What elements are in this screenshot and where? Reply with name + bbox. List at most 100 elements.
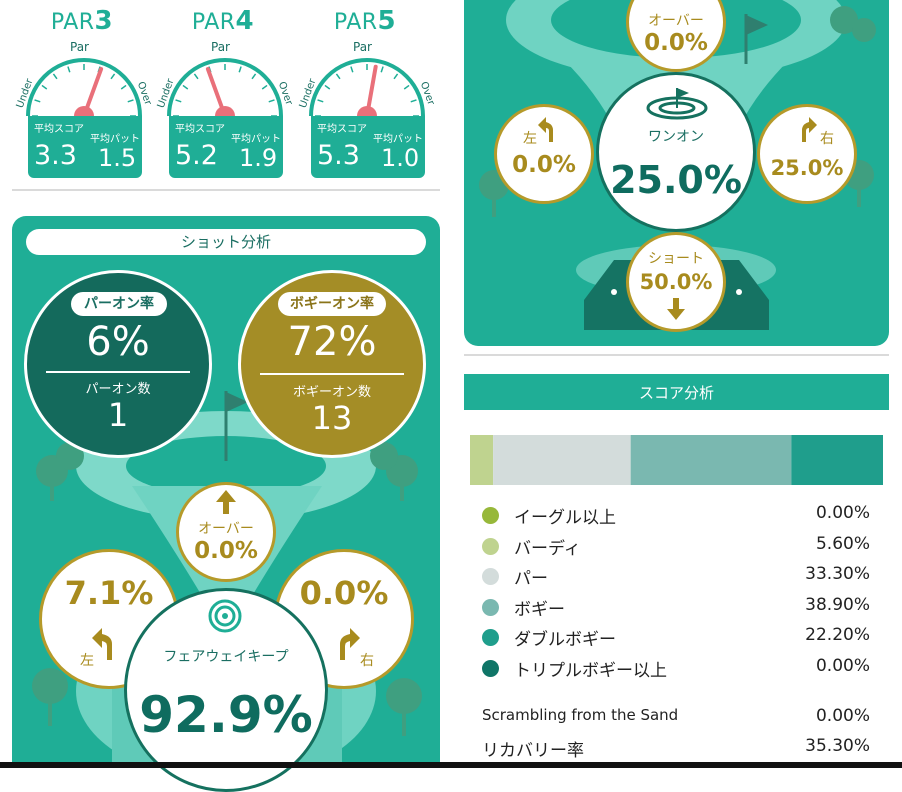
sand-value: 0.00% xyxy=(815,706,870,726)
legend-row: イーグル以上 0.00% xyxy=(480,503,870,531)
arrow-down-icon xyxy=(667,298,685,320)
par-on-count-label: パーオン数 xyxy=(85,382,151,397)
green-left-value: 0.0% xyxy=(512,152,576,178)
avg-score-label: 平均スコア xyxy=(317,124,367,135)
legend-value: 38.90% xyxy=(805,594,870,615)
recovery-label: リカバリー率 xyxy=(482,741,584,761)
legend-row: ダブルボギー 22.20% xyxy=(480,625,870,653)
green-analysis-panel: オーバー 0.0% 左 0.0% 右 25.0% ワンオン 25.0% ショート… xyxy=(464,0,889,346)
sand-label: Scrambling from the Sand xyxy=(482,706,679,724)
arrow-left-curve-icon xyxy=(92,628,112,660)
avg-score-value: 3.3 xyxy=(34,140,77,171)
legend-value: 0.00% xyxy=(815,655,870,676)
one-on-circle xyxy=(596,72,756,232)
avg-score-label: 平均スコア xyxy=(175,124,225,135)
divider xyxy=(464,354,889,356)
avg-putt-value: 1.0 xyxy=(381,144,420,172)
legend-dot-icon xyxy=(482,507,499,524)
fairway-keep-value: 92.9% xyxy=(139,686,313,744)
fairway-left-label: 左 xyxy=(80,653,94,669)
legend-value: 33.30% xyxy=(805,564,870,584)
green-left-label: 左 xyxy=(523,131,537,147)
legend-label: ダブルボギー xyxy=(514,630,616,650)
score-analysis-header xyxy=(464,374,889,410)
avg-putt-label: 平均パット xyxy=(373,134,423,145)
gauge-par-label: Par xyxy=(211,40,230,54)
green-right-label: 右 xyxy=(820,131,834,147)
legend-dot-icon xyxy=(482,629,499,646)
legend-row: パー 33.30% xyxy=(480,564,870,592)
legend-row: バーディ 5.60% xyxy=(480,534,870,562)
score-bar-segment xyxy=(493,435,631,485)
legend-row: ボギー 38.90% xyxy=(480,595,870,623)
score-bar-segment xyxy=(791,435,883,485)
avg-putt-label: 平均パット xyxy=(90,134,140,145)
green-short-label: ショート xyxy=(648,251,704,267)
bogey-on-count: 13 xyxy=(311,399,353,437)
avg-putt-label: 平均パット xyxy=(231,134,281,145)
legend-label: バーディ xyxy=(514,538,581,559)
par3-gauge: PAR3 Par Under Over 平均スコア 平均パット 3.3 1.5 xyxy=(15,0,153,180)
legend-dot-icon xyxy=(482,659,499,677)
fairway-right-value: 0.0% xyxy=(299,574,389,612)
gauge-dial-icon xyxy=(309,58,425,120)
legend-label: トリプルボギー以上 xyxy=(514,660,667,681)
target-icon xyxy=(208,599,242,633)
legend-row: トリプルボギー以上 0.00% xyxy=(480,656,870,684)
arrow-right-curve-icon xyxy=(802,117,817,142)
score-analysis-title: スコア分析 xyxy=(638,384,714,402)
gauge-par-label: Par xyxy=(353,40,372,54)
par-title: PAR3 xyxy=(50,6,114,36)
legend-dot-icon xyxy=(482,568,499,585)
avg-score-value: 5.2 xyxy=(175,140,218,171)
fairway-left-value: 7.1% xyxy=(64,574,154,612)
bogey-on-rate: 72% xyxy=(287,319,377,365)
avg-score-label: 平均スコア xyxy=(34,124,84,135)
green-target-icon xyxy=(646,88,708,120)
green-over-value: 0.0% xyxy=(644,30,708,56)
bottom-bar xyxy=(0,762,902,768)
par-stats-box: 平均スコア 平均パット 3.3 1.5 xyxy=(28,116,142,178)
fairway-over-label: オーバー xyxy=(198,521,254,537)
par-on-label: パーオン率 xyxy=(71,292,167,316)
par-on-separator xyxy=(46,371,190,373)
fairway-keep-label: フェアウェイキープ xyxy=(163,649,289,665)
recovery-row: リカバリー率 35.30% xyxy=(482,736,870,764)
par5-gauge: PAR5 Par Under Over 平均スコア 平均パット 5.3 1.0 xyxy=(298,0,436,180)
gauge-dial-icon xyxy=(26,58,142,120)
fairway-over-value: 0.0% xyxy=(194,538,258,564)
arrow-left-curve-icon xyxy=(538,117,553,142)
par-title: PAR5 xyxy=(333,6,397,36)
legend-value: 22.20% xyxy=(805,625,870,645)
legend-dot-icon xyxy=(482,537,499,555)
avg-putt-value: 1.5 xyxy=(98,144,137,172)
legend-label: パー xyxy=(514,569,548,589)
legend-label: ボギー xyxy=(514,599,565,620)
par-title: PAR4 xyxy=(191,6,255,36)
score-distribution-bar xyxy=(470,435,883,485)
gauge-dial-icon xyxy=(167,58,283,120)
avg-putt-value: 1.9 xyxy=(239,144,278,172)
par-on-count: 1 xyxy=(107,396,129,434)
divider xyxy=(12,189,440,191)
legend-value: 5.60% xyxy=(815,533,870,554)
arrow-right-curve-icon xyxy=(340,628,360,660)
sand-row: Scrambling from the Sand 0.00% xyxy=(482,706,870,734)
green-over-label: オーバー xyxy=(648,13,704,29)
par-stats-box: 平均スコア 平均パット 5.2 1.9 xyxy=(169,116,283,178)
arrow-up-icon xyxy=(216,490,236,514)
par-on-rate: 6% xyxy=(86,319,150,365)
par4-gauge: PAR4 Par Under Over 平均スコア 平均パット 5.2 1.9 xyxy=(156,0,294,180)
one-on-label: ワンオン xyxy=(648,129,704,145)
shot-analysis-panel: ショット分析 パーオン率 6% パーオン数 1 ボギーオン率 72% ボギーオン… xyxy=(12,216,440,792)
green-short-value: 50.0% xyxy=(639,270,713,294)
legend-dot-icon xyxy=(482,598,499,616)
one-on-value: 25.0% xyxy=(610,158,742,202)
green-right-circle xyxy=(757,104,857,204)
bogey-on-count-label: ボギーオン数 xyxy=(292,385,371,400)
score-bar-segment xyxy=(470,435,494,485)
gauge-par-label: Par xyxy=(70,40,89,54)
avg-score-value: 5.3 xyxy=(317,140,360,171)
legend-label: イーグル以上 xyxy=(514,508,616,528)
legend-value: 0.00% xyxy=(815,503,870,523)
